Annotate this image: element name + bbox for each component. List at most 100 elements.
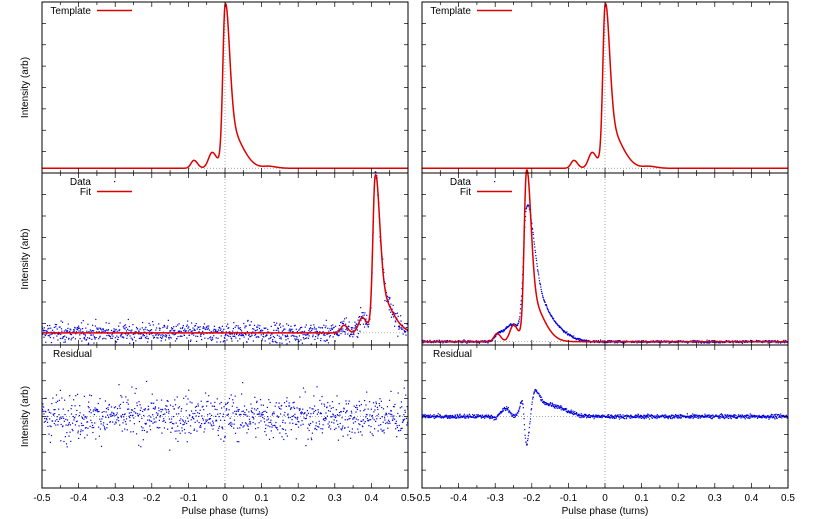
data-point bbox=[43, 327, 45, 329]
data-point bbox=[169, 330, 171, 332]
data-point bbox=[371, 433, 373, 435]
data-point bbox=[293, 406, 295, 408]
data-point bbox=[317, 337, 319, 339]
data-point bbox=[674, 342, 676, 344]
data-point bbox=[459, 415, 462, 417]
data-point bbox=[589, 416, 591, 418]
data-point bbox=[754, 416, 756, 418]
data-point bbox=[359, 410, 361, 412]
data-point bbox=[43, 413, 45, 415]
data-point bbox=[533, 243, 536, 245]
data-point bbox=[343, 408, 345, 410]
data-point bbox=[489, 415, 492, 417]
data-point bbox=[103, 426, 105, 428]
data-point bbox=[247, 415, 249, 417]
data-point bbox=[475, 417, 477, 419]
data-point bbox=[47, 334, 49, 337]
data-point bbox=[556, 322, 558, 325]
data-point bbox=[230, 333, 232, 335]
data-point bbox=[43, 336, 45, 338]
data-point bbox=[299, 328, 301, 330]
data-point bbox=[525, 210, 527, 213]
data-point bbox=[383, 271, 385, 273]
data-point bbox=[538, 277, 540, 279]
data-point bbox=[51, 403, 53, 405]
data-point bbox=[96, 327, 98, 329]
data-point bbox=[170, 421, 172, 423]
data-point bbox=[588, 414, 590, 416]
data-point bbox=[220, 328, 222, 330]
data-point bbox=[277, 329, 279, 331]
data-point bbox=[749, 413, 751, 415]
data-point bbox=[226, 334, 228, 336]
data-point bbox=[115, 421, 117, 423]
data-point bbox=[722, 415, 724, 417]
data-point bbox=[634, 415, 636, 417]
data-point bbox=[344, 427, 346, 429]
data-point bbox=[134, 407, 136, 410]
data-point bbox=[503, 408, 505, 410]
data-point bbox=[99, 336, 101, 338]
data-point bbox=[575, 339, 577, 341]
data-point bbox=[543, 400, 545, 403]
data-point bbox=[83, 333, 85, 335]
data-point bbox=[550, 315, 552, 317]
data-point bbox=[528, 431, 530, 433]
data-point bbox=[284, 328, 286, 330]
data-point bbox=[697, 340, 699, 342]
data-point bbox=[282, 421, 284, 423]
data-point bbox=[219, 419, 222, 421]
data-point bbox=[358, 405, 361, 407]
data-point bbox=[117, 338, 119, 341]
data-point bbox=[775, 416, 777, 418]
data-point bbox=[512, 414, 514, 416]
data-point bbox=[105, 407, 108, 410]
data-point bbox=[376, 415, 378, 417]
data-point bbox=[197, 326, 199, 328]
data-point bbox=[340, 411, 342, 413]
data-point bbox=[195, 409, 197, 412]
data-point bbox=[234, 335, 236, 337]
data-point bbox=[162, 420, 164, 422]
data-point bbox=[545, 402, 548, 404]
data-point bbox=[348, 400, 350, 402]
data-point bbox=[691, 414, 693, 417]
data-point bbox=[463, 415, 465, 417]
x-tick-label: 0.3 bbox=[328, 493, 342, 504]
data-point bbox=[610, 414, 612, 416]
legend-point-swatch bbox=[114, 181, 116, 183]
data-point bbox=[196, 430, 198, 432]
data-point bbox=[274, 340, 276, 342]
data-point bbox=[376, 418, 378, 420]
data-point bbox=[396, 426, 399, 429]
data-point bbox=[384, 419, 386, 421]
data-point bbox=[241, 330, 243, 332]
data-point bbox=[551, 405, 553, 407]
data-point bbox=[759, 416, 761, 418]
data-point bbox=[186, 324, 188, 326]
data-point bbox=[245, 414, 247, 416]
data-point bbox=[63, 440, 65, 443]
data-point bbox=[766, 416, 769, 418]
data-point bbox=[302, 337, 305, 339]
data-point bbox=[744, 414, 746, 417]
data-point bbox=[405, 394, 407, 396]
data-point bbox=[352, 330, 354, 332]
data-point bbox=[385, 422, 387, 425]
data-point bbox=[252, 412, 254, 414]
data-point bbox=[581, 416, 583, 418]
data-point bbox=[393, 406, 395, 408]
data-point bbox=[143, 408, 145, 411]
data-point bbox=[593, 340, 595, 342]
data-point bbox=[383, 429, 385, 431]
data-point bbox=[111, 411, 113, 413]
data-point bbox=[737, 414, 740, 416]
data-point bbox=[230, 337, 232, 339]
data-point bbox=[760, 415, 762, 418]
data-point bbox=[183, 397, 185, 399]
data-point bbox=[139, 333, 141, 335]
data-point bbox=[179, 419, 181, 422]
data-point bbox=[211, 425, 213, 427]
data-point bbox=[94, 407, 96, 409]
data-point bbox=[471, 416, 473, 418]
